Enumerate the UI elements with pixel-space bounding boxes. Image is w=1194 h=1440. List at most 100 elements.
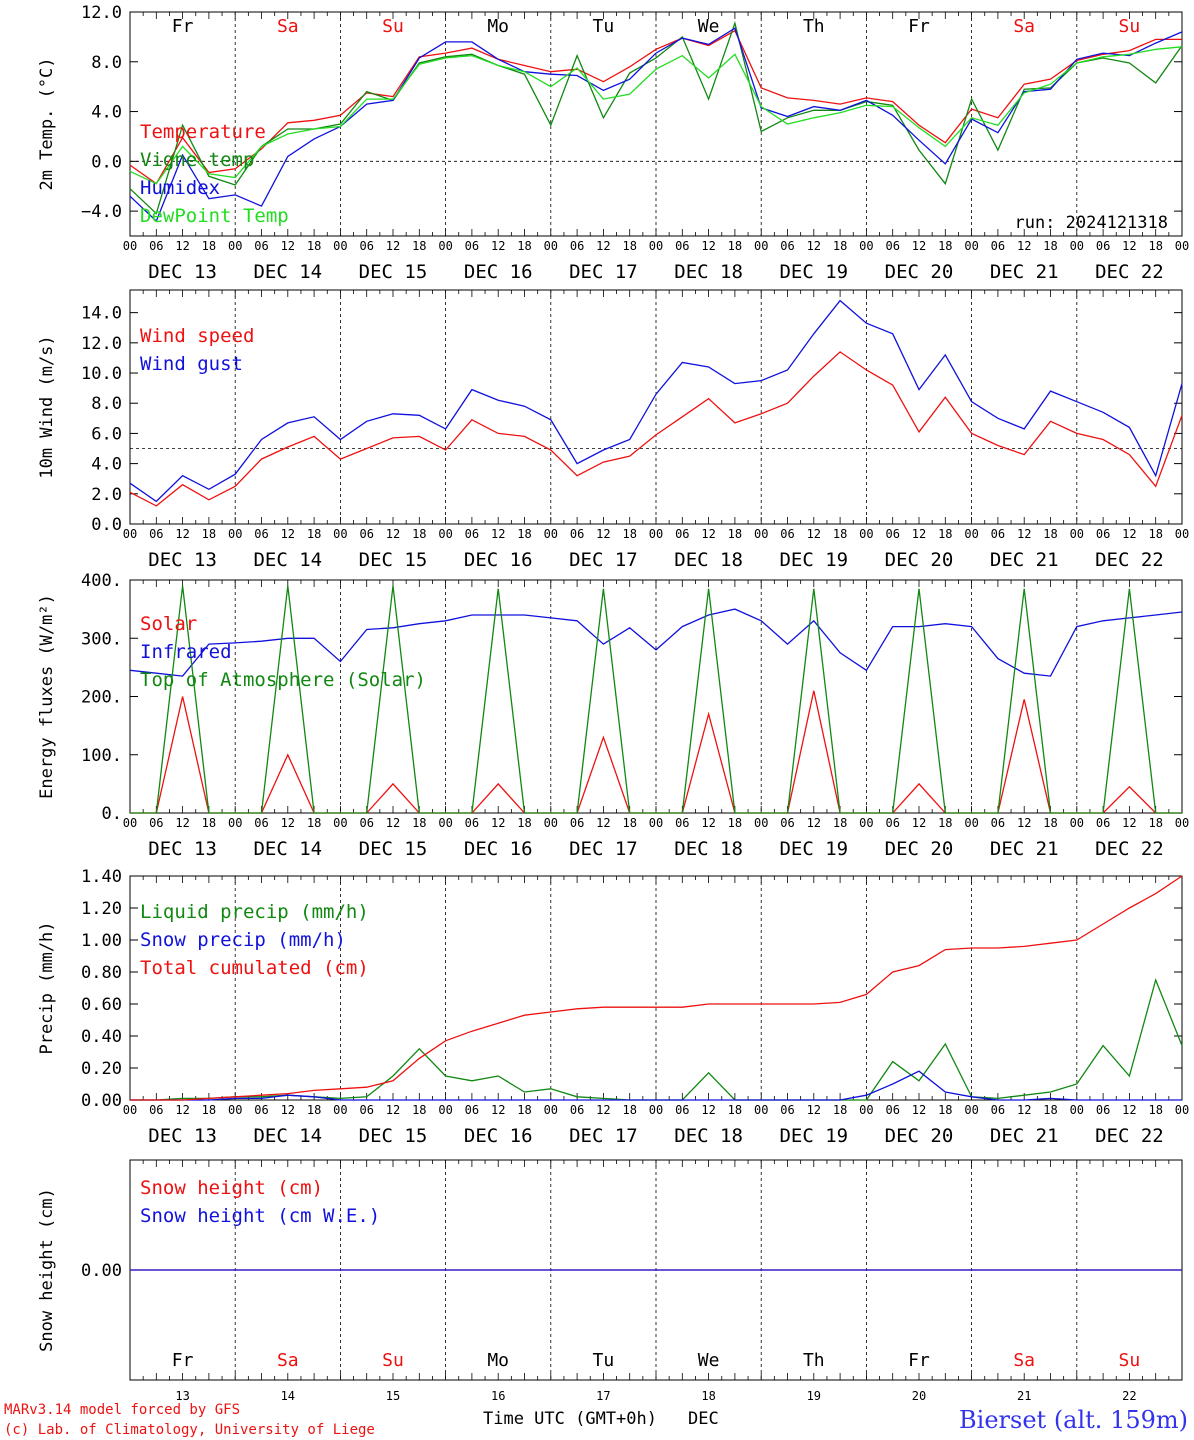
x-axis-month: DEC <box>688 1409 719 1429</box>
x-hour-label: 06 <box>991 239 1005 253</box>
x-hour-label: 12 <box>596 816 610 830</box>
x-hour-label: 00 <box>1175 239 1189 253</box>
x-hour-label: 00 <box>754 816 768 830</box>
run-label: run: 2024121318 <box>1014 213 1168 233</box>
y-tick-label: 0.60 <box>81 995 122 1015</box>
x-date-label: DEC 13 <box>148 838 217 860</box>
x-date-label: DEC 13 <box>148 549 217 571</box>
x-hour-label: 06 <box>885 239 899 253</box>
x-hour-label: 12 <box>491 1103 505 1117</box>
x-hour-label: 00 <box>123 1103 137 1117</box>
x-hour-label: 12 <box>912 239 926 253</box>
y-tick-label: 0.80 <box>81 963 122 983</box>
x-hour-label: 18 <box>412 527 426 541</box>
x-date-label: DEC 13 <box>148 1125 217 1147</box>
x-date-label: DEC 15 <box>359 549 428 571</box>
x-date-label: DEC 18 <box>674 838 743 860</box>
x-hour-label: 00 <box>754 239 768 253</box>
x-hour-label: 00 <box>333 239 347 253</box>
day-number-label: 20 <box>912 1389 926 1403</box>
y-tick-label: −4.0 <box>81 202 122 222</box>
y-tick-label: 4.0 <box>91 103 122 123</box>
x-hour-label: 18 <box>833 816 847 830</box>
legend-entry: Total cumulated (cm) <box>140 957 369 979</box>
x-hour-label: 00 <box>544 1103 558 1117</box>
weekday-label: Mo <box>487 16 509 37</box>
x-hour-label: 00 <box>1070 816 1084 830</box>
x-hour-label: 06 <box>465 239 479 253</box>
x-hour-label: 06 <box>1096 816 1110 830</box>
x-hour-label: 06 <box>570 1103 584 1117</box>
x-hour-label: 00 <box>649 816 663 830</box>
x-date-label: DEC 20 <box>885 1125 954 1147</box>
x-hour-label: 12 <box>175 816 189 830</box>
x-hour-label: 00 <box>123 239 137 253</box>
legend-entry: Snow precip (mm/h) <box>140 929 346 951</box>
weekday-label: Sa <box>1013 16 1035 37</box>
x-hour-label: 12 <box>281 1103 295 1117</box>
y-tick-label: 0.40 <box>81 1027 122 1047</box>
x-hour-label: 06 <box>1096 239 1110 253</box>
x-hour-label: 00 <box>1175 1103 1189 1117</box>
x-hour-label: 12 <box>596 1103 610 1117</box>
y-tick-label: 14.0 <box>81 304 122 324</box>
y-tick-label: 1.00 <box>81 931 122 951</box>
y-tick-label: 0.0 <box>91 152 122 172</box>
series-line-dark_green <box>129 20 1183 215</box>
x-hour-label: 18 <box>307 1103 321 1117</box>
x-hour-label: 00 <box>964 1103 978 1117</box>
weekday-label: We <box>698 16 720 37</box>
x-hour-label: 18 <box>833 527 847 541</box>
x-date-label: DEC 22 <box>1095 261 1164 283</box>
x-date-label: DEC 22 <box>1095 838 1164 860</box>
x-hour-label: 12 <box>1017 1103 1031 1117</box>
series-line-red <box>129 351 1183 507</box>
x-hour-label: 12 <box>281 239 295 253</box>
x-hour-label: 00 <box>438 527 452 541</box>
x-date-label: DEC 20 <box>885 261 954 283</box>
x-hour-label: 00 <box>544 816 558 830</box>
x-hour-label: 00 <box>649 1103 663 1117</box>
day-number-label: 21 <box>1017 1389 1031 1403</box>
x-hour-label: 12 <box>1122 1103 1136 1117</box>
y-tick-label: 0.20 <box>81 1059 122 1079</box>
x-hour-label: 06 <box>885 527 899 541</box>
x-hour-label: 00 <box>859 239 873 253</box>
legend-entry: Vigne temp <box>140 149 254 171</box>
x-hour-label: 18 <box>307 239 321 253</box>
weekday-label: Sa <box>277 16 299 37</box>
x-hour-label: 06 <box>991 816 1005 830</box>
x-hour-label: 06 <box>570 239 584 253</box>
weekday-label: Sa <box>1013 1350 1035 1371</box>
x-hour-label: 18 <box>1148 239 1162 253</box>
weekday-label: Fr <box>908 16 930 37</box>
series-line-red <box>129 29 1182 185</box>
x-hour-label: 06 <box>465 527 479 541</box>
x-hour-label: 18 <box>1148 816 1162 830</box>
x-hour-label: 12 <box>386 816 400 830</box>
panel-2: 0.0 2.0 4.0 6.0 8.0 10.0 12.0 14.0 10m Wind (m/s… <box>37 289 1189 571</box>
y-tick-label: 4.0 <box>91 455 122 475</box>
x-hour-label: 00 <box>228 816 242 830</box>
x-hour-label: 12 <box>807 816 821 830</box>
legend-entry: Wind gust <box>140 353 243 375</box>
x-hour-label: 06 <box>991 1103 1005 1117</box>
x-hour-label: 18 <box>1148 527 1162 541</box>
y-tick-label: 300. <box>81 629 122 649</box>
x-hour-label: 12 <box>701 527 715 541</box>
x-hour-label: 12 <box>281 527 295 541</box>
x-hour-label: 06 <box>570 527 584 541</box>
x-hour-label: 06 <box>675 239 689 253</box>
x-hour-label: 18 <box>938 527 952 541</box>
legend-entry: Solar <box>140 613 197 635</box>
x-hour-label: 00 <box>544 239 558 253</box>
x-hour-label: 06 <box>885 1103 899 1117</box>
x-hour-label: 18 <box>412 1103 426 1117</box>
weekday-label: We <box>698 1350 720 1371</box>
weekday-label: Fr <box>172 16 194 37</box>
weekday-label: Mo <box>487 1350 509 1371</box>
y-axis-label: Energy fluxes (W/m²) <box>37 594 57 799</box>
legend-entry: DewPoint Temp <box>140 205 289 227</box>
legend-entry: Wind speed <box>140 325 254 347</box>
